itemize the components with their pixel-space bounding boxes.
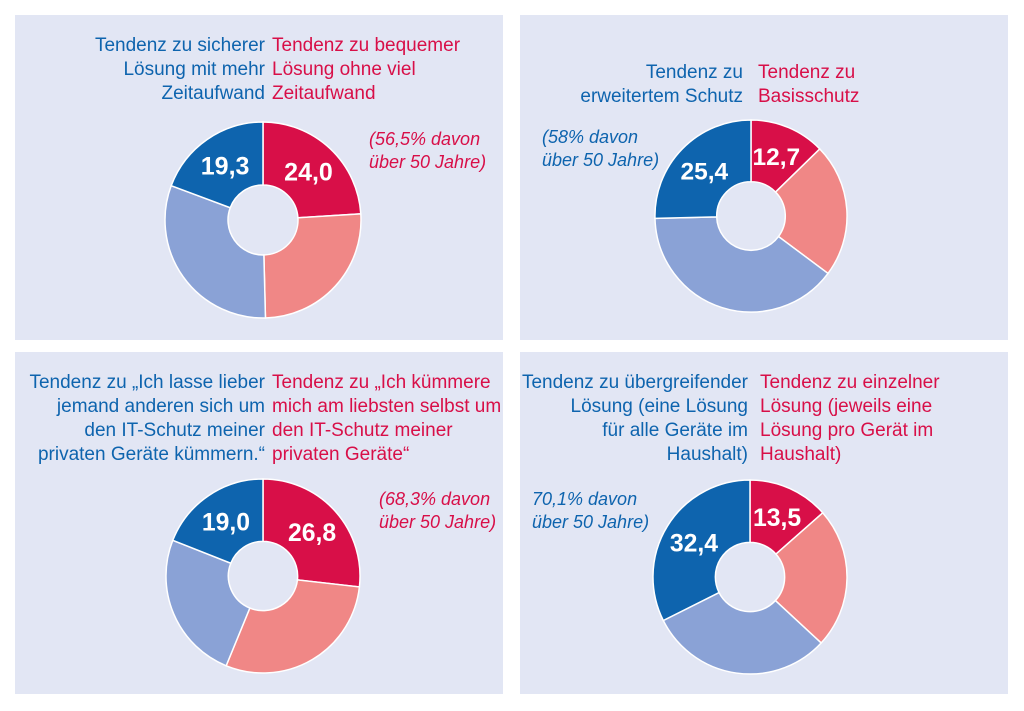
left-label: Tendenz zu übergreifender Lösung (eine Lö…	[521, 372, 748, 465]
donut-chart: 13,5 32,4	[652, 479, 848, 675]
slice-value-label: 13,5	[753, 505, 801, 532]
right-label: Tendenz zu „Ich kümmere mich am liebsten …	[272, 372, 502, 465]
age-note: (68,3% davon über 50 Jahre)	[379, 489, 497, 532]
donut-slice	[170, 121, 264, 209]
donut-slice	[262, 478, 361, 588]
donut-slice	[164, 184, 267, 319]
donut-slice	[749, 479, 824, 556]
donut-chart: 24,0 19,3	[164, 121, 362, 319]
slice-value-label: 32,4	[670, 530, 718, 557]
donut-slice	[774, 511, 848, 645]
slice-value-label: 24,0	[284, 159, 333, 187]
donut-slice	[654, 119, 752, 220]
left-label: Tendenz zu „Ich lasse lieber jemand ander…	[29, 372, 265, 465]
chart-panel-1: Tendenz zu sicherer Lösung mit mehr Zeitau…	[15, 15, 503, 340]
donut-slice	[652, 479, 751, 622]
slice-value-label: 26,8	[288, 520, 336, 547]
donut-chart: 26,8 19,0	[165, 478, 361, 674]
slice-value-label: 19,0	[202, 509, 250, 536]
donut-slice	[263, 213, 362, 319]
age-note: 70,1% davon über 50 Jahre)	[532, 489, 650, 532]
chart-panel-4: Tendenz zu übergreifender Lösung (eine Lö…	[520, 352, 1008, 694]
donut-slice	[171, 478, 264, 565]
donut-slice	[774, 147, 848, 275]
donut-slice	[262, 121, 362, 219]
right-label: Tendenz zu einzelner Lösung (jeweils eine…	[760, 372, 940, 465]
chart-panel-3: Tendenz zu „Ich lasse lieber jemand ander…	[15, 352, 503, 694]
age-note: (56,5% davon über 50 Jahre)	[369, 129, 487, 172]
slice-value-label: 25,4	[680, 158, 728, 185]
donut-slice	[654, 216, 830, 313]
slice-value-label: 12,7	[752, 144, 800, 171]
left-label: Tendenz zu erweitertem Schutz	[580, 62, 743, 107]
chart-panel-2: Tendenz zu erweitertem Schutz Tendenz zu B…	[520, 15, 1008, 340]
donut-slice	[165, 539, 251, 667]
slice-value-label: 19,3	[201, 152, 250, 180]
donut-chart: 12,7 25,4	[654, 119, 848, 313]
donut-slice	[225, 579, 361, 674]
right-label: Tendenz zu Basisschutz	[758, 62, 860, 107]
age-note: (58% davon über 50 Jahre)	[542, 127, 660, 170]
left-label: Tendenz zu sicherer Lösung mit mehr Zeitau…	[94, 35, 265, 104]
right-label: Tendenz zu bequemer Lösung ohne viel Zeita…	[272, 35, 461, 104]
donut-slice	[662, 591, 823, 675]
